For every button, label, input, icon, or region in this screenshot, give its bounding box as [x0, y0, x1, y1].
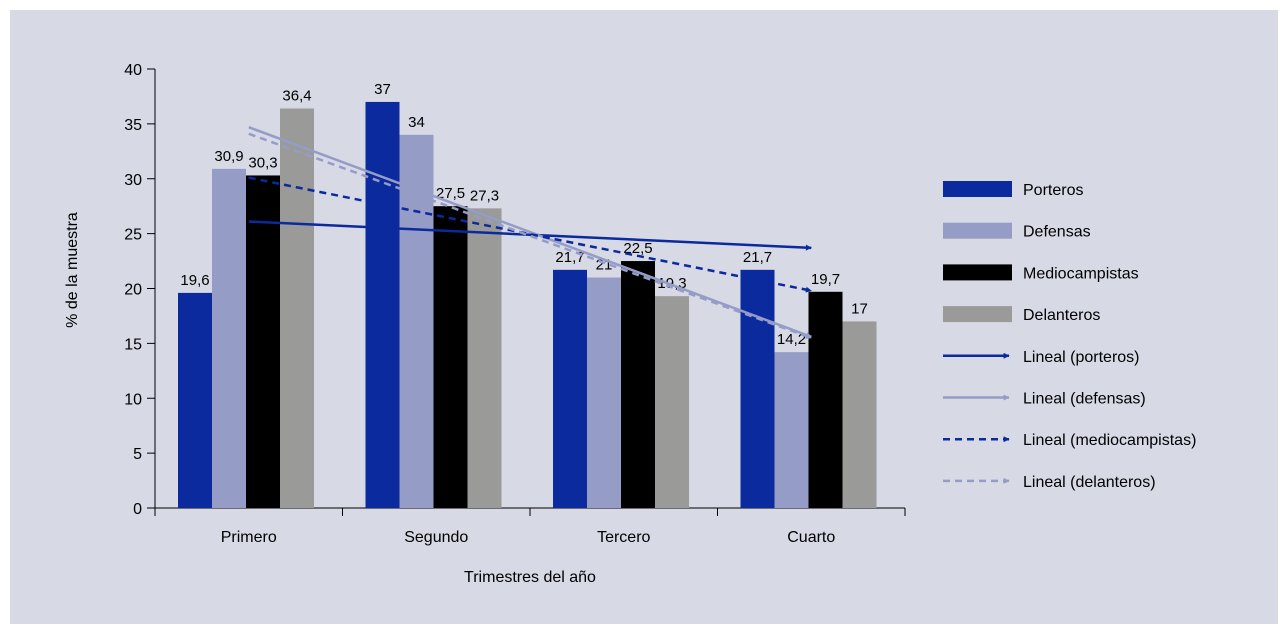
legend-label: Delanteros — [1023, 307, 1100, 324]
data-label: 19,6 — [180, 272, 209, 289]
legend-label: Lineal (delanteros) — [1023, 474, 1156, 491]
trendline — [248, 132, 812, 340]
y-tick-label: 5 — [133, 446, 142, 463]
legend-label: Lineal (porteros) — [1023, 349, 1140, 366]
data-label: 14,2 — [777, 331, 806, 348]
data-label: 36,4 — [282, 88, 311, 105]
bar — [587, 277, 621, 508]
data-label: 19,7 — [811, 271, 840, 288]
x-tick-label: Cuarto — [787, 529, 835, 546]
bar — [774, 352, 809, 508]
bar — [212, 168, 246, 508]
y-tick-label: 30 — [124, 172, 142, 189]
bar — [553, 269, 587, 508]
data-label: 30,9 — [214, 148, 243, 165]
data-label: 37 — [374, 81, 391, 98]
legend-swatch — [943, 306, 1012, 323]
bar — [399, 134, 434, 508]
bar — [365, 101, 400, 509]
legend-item: Lineal (porteros) — [943, 349, 1140, 366]
legend-label: Lineal (defensas) — [1023, 391, 1146, 408]
legend-item: Defensas — [943, 222, 1091, 241]
data-label: 34 — [408, 114, 425, 131]
y-tick-label: 10 — [124, 391, 142, 408]
legend-item: Lineal (defensas) — [943, 391, 1146, 408]
data-label: 21,7 — [743, 249, 772, 266]
legend-item: Porteros — [943, 181, 1083, 199]
bar — [467, 208, 502, 508]
trendline — [248, 220, 812, 251]
bar — [740, 269, 775, 508]
y-axis-title: % de la muestra — [64, 212, 81, 328]
data-label: 27,5 — [436, 185, 465, 202]
bar — [808, 291, 843, 508]
y-tick-label: 20 — [124, 282, 142, 299]
x-tick-label: Segundo — [404, 529, 468, 546]
x-tick-label: Tercero — [597, 529, 650, 546]
trendline — [248, 125, 812, 338]
bar — [842, 321, 877, 508]
y-tick-label: 0 — [133, 501, 142, 518]
bar — [246, 175, 280, 508]
data-label: 27,3 — [470, 187, 499, 204]
y-tick-label: 35 — [124, 117, 142, 134]
y-tick-label: 15 — [124, 336, 142, 353]
x-axis-title: Trimestres del año — [464, 569, 596, 586]
legend-item: Lineal (mediocampistas) — [943, 432, 1196, 449]
legend-item: Lineal (delanteros) — [943, 474, 1156, 491]
legend-item: Mediocampistas — [943, 264, 1139, 282]
data-label: 17 — [851, 300, 868, 317]
x-tick-label: Primero — [221, 529, 277, 546]
bar — [655, 296, 689, 508]
y-tick-label: 25 — [124, 227, 142, 244]
bar — [178, 292, 212, 508]
legend-item: Delanteros — [943, 306, 1100, 324]
bar — [280, 108, 314, 508]
bar — [433, 206, 468, 508]
legend-label: Porteros — [1023, 182, 1083, 199]
legend-label: Mediocampistas — [1023, 265, 1139, 282]
legend-label: Defensas — [1023, 224, 1091, 241]
legend-label: Lineal (mediocampistas) — [1023, 432, 1196, 449]
legend-swatch — [943, 181, 1012, 197]
legend-swatch — [943, 264, 1012, 281]
data-label: 22,5 — [623, 240, 652, 257]
y-tick-label: 40 — [124, 62, 142, 79]
legend-swatch — [943, 222, 1012, 239]
bar — [621, 261, 655, 508]
data-label: 30,3 — [248, 154, 277, 171]
